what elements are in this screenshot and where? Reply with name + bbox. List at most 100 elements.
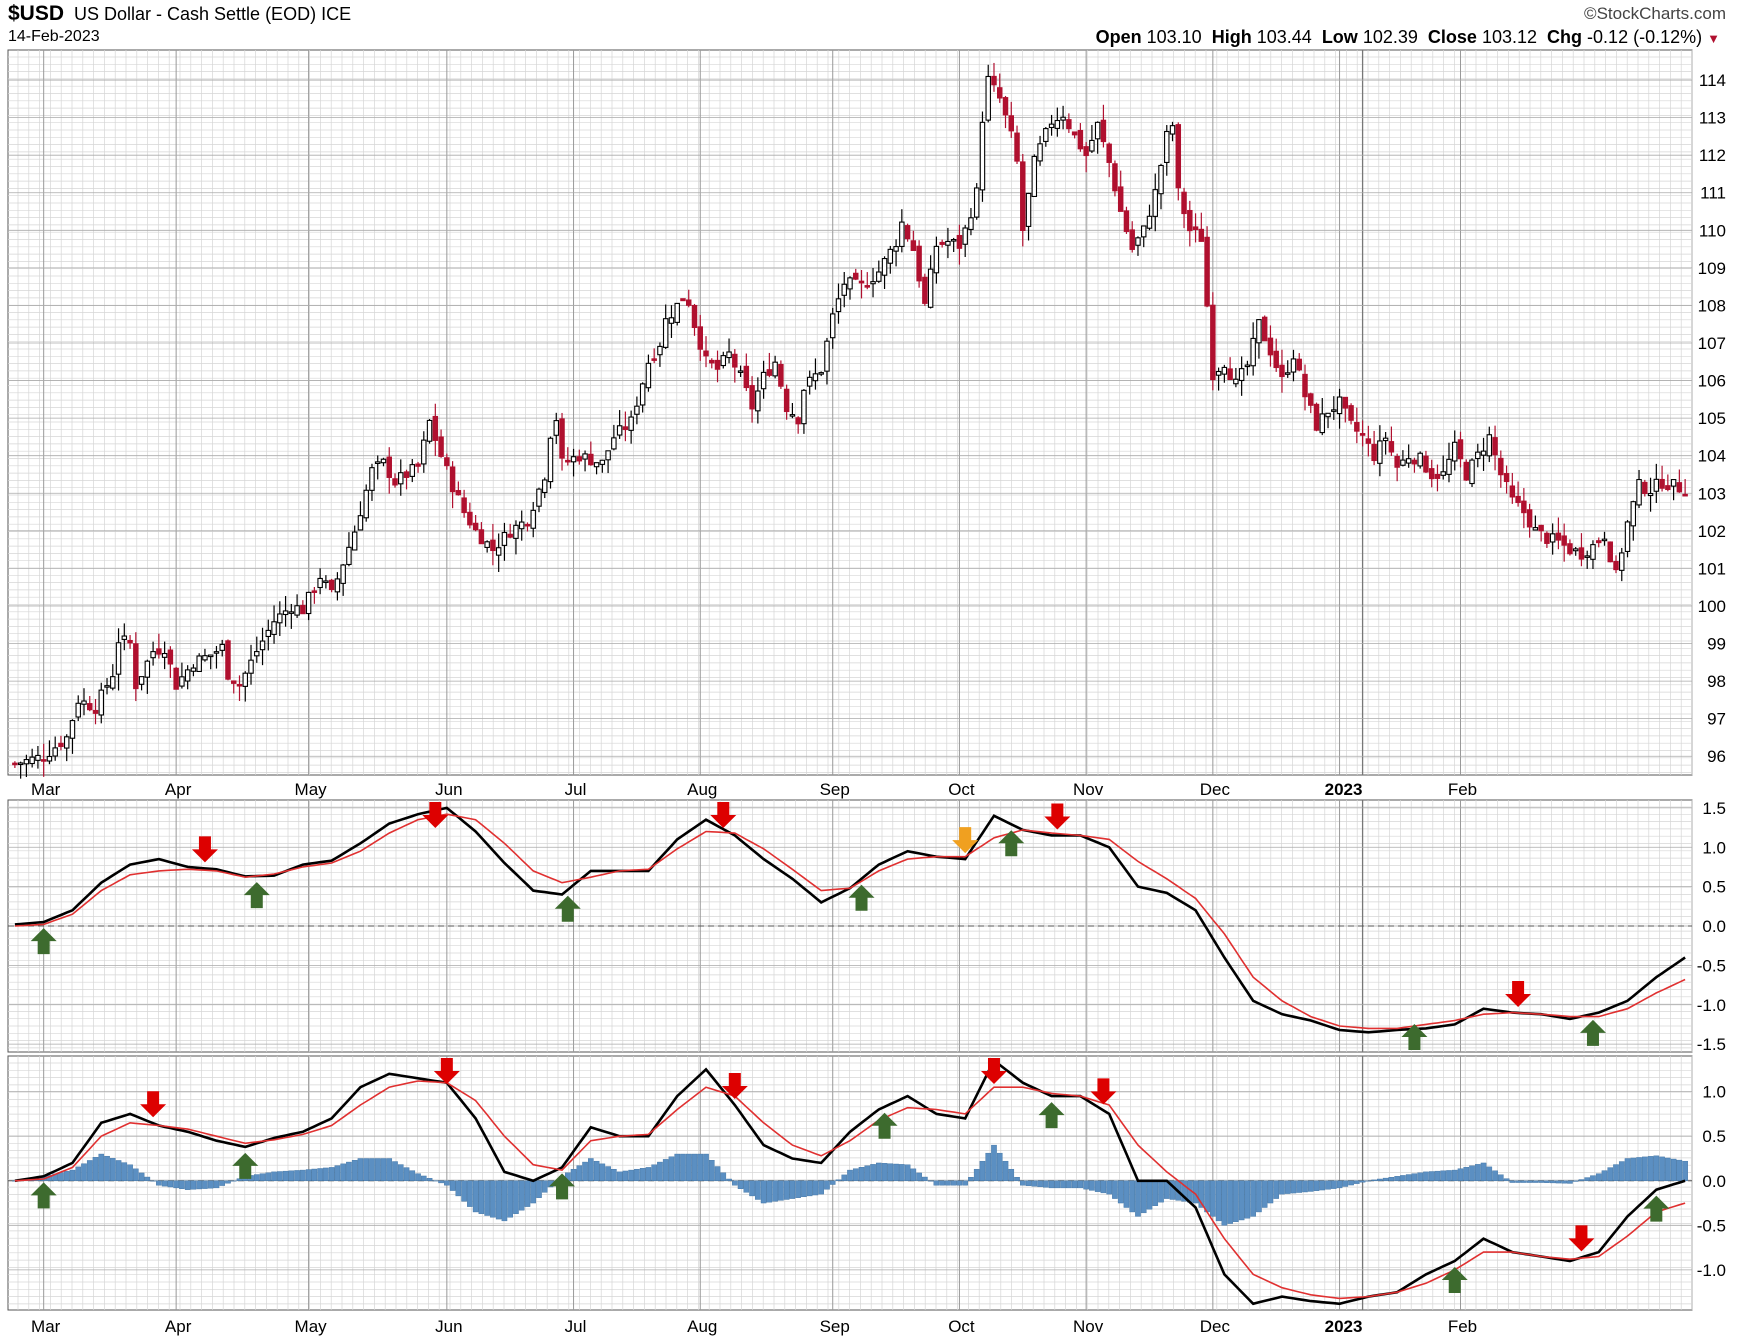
candle-body — [63, 736, 70, 749]
open-label: Open — [1095, 27, 1142, 47]
indicator-line — [14, 1058, 1686, 1306]
sell-arrow-icon — [721, 1073, 748, 1100]
histogram-bar — [1146, 1180, 1153, 1210]
histogram-bar — [121, 1162, 128, 1181]
indicator-2-grid — [7, 1055, 1693, 1311]
indicator-tick-label: -0.5 — [1697, 956, 1726, 975]
histogram-bar — [277, 1171, 283, 1181]
candle-body — [40, 759, 47, 762]
candle-body — [1423, 455, 1429, 473]
candle-body — [662, 318, 669, 348]
candle-body — [691, 304, 698, 329]
indicator-tick-label: 1.5 — [1702, 799, 1726, 818]
histogram-bar — [1532, 1180, 1539, 1183]
candle-body — [1181, 191, 1187, 215]
candle-body — [403, 471, 410, 478]
candle-body — [524, 523, 531, 527]
price-tick-label: 104 — [1698, 447, 1726, 466]
candle-body — [732, 353, 738, 368]
candle-body — [156, 648, 162, 655]
candle-body — [1498, 457, 1504, 476]
candle-body — [1354, 421, 1360, 432]
candle-body — [910, 240, 917, 251]
histogram-bar — [1618, 1161, 1625, 1181]
histogram-bar — [1423, 1171, 1429, 1181]
watermark: ©StockCharts.com — [1584, 4, 1726, 23]
histogram-bar — [1279, 1180, 1285, 1195]
candle-body — [668, 317, 675, 324]
x-tick-label: Mar — [31, 780, 61, 799]
histogram-bar — [1567, 1180, 1573, 1184]
histogram-bar — [622, 1170, 629, 1181]
histogram-bar — [392, 1161, 398, 1181]
histogram-bar — [708, 1160, 715, 1181]
histogram-bar — [1607, 1167, 1614, 1181]
histogram-bar — [340, 1163, 346, 1181]
symbol-title: $USD — [8, 2, 65, 25]
candle-body — [323, 580, 329, 584]
candle-body — [1077, 129, 1084, 150]
histogram-bar — [524, 1180, 531, 1207]
histogram-bar — [1434, 1170, 1441, 1181]
buy-arrow-icon — [1579, 1019, 1606, 1046]
histogram-bar — [1630, 1157, 1637, 1181]
candle-body — [1584, 555, 1590, 558]
open-value: 103.10 — [1146, 27, 1202, 47]
candle-body — [1169, 125, 1176, 135]
histogram-bar — [1405, 1174, 1412, 1181]
candle-body — [904, 225, 911, 240]
histogram-bar — [582, 1161, 588, 1181]
candle-body — [876, 271, 882, 282]
candle-body — [1302, 373, 1308, 398]
histogram-bar — [1469, 1165, 1475, 1181]
histogram-bar — [1002, 1160, 1009, 1181]
candle-body — [121, 635, 128, 640]
candle-body — [858, 280, 865, 284]
histogram-bar — [1561, 1180, 1567, 1184]
histogram-bar — [1624, 1158, 1631, 1181]
candle-body — [772, 361, 778, 377]
candle-body — [1100, 119, 1107, 143]
histogram-bar — [847, 1169, 853, 1181]
candle-body — [1238, 368, 1245, 382]
histogram-bar — [1221, 1180, 1228, 1226]
histogram-bar — [1480, 1162, 1487, 1181]
histogram-bar — [1014, 1177, 1020, 1181]
candle-body — [1094, 121, 1101, 140]
candle-body — [1607, 541, 1613, 563]
histogram-bar — [680, 1153, 686, 1181]
candle-body — [789, 414, 796, 417]
candle-body — [1031, 155, 1038, 198]
histogram-bar — [432, 1180, 439, 1182]
candle-body — [1377, 440, 1383, 464]
histogram-bar — [1100, 1180, 1107, 1194]
histogram-bar — [288, 1170, 295, 1181]
candle-body — [340, 564, 346, 584]
histogram-bar — [202, 1180, 208, 1189]
candle-body — [1296, 358, 1302, 371]
candle-body — [806, 376, 813, 387]
candle-body — [1261, 316, 1268, 342]
candle-body — [1146, 215, 1153, 229]
candle-body — [922, 276, 928, 304]
candle-body — [167, 649, 174, 665]
sell-arrow-icon — [191, 836, 218, 863]
candle-body — [1434, 473, 1441, 479]
histogram-bar — [870, 1164, 876, 1181]
x-tick-label: Sep — [820, 780, 850, 799]
candle-body — [184, 669, 191, 682]
histogram-bar — [991, 1144, 997, 1181]
histogram-bar — [167, 1180, 174, 1188]
histogram-bar — [438, 1180, 444, 1184]
histogram-bar — [576, 1165, 583, 1181]
histogram-bar — [950, 1180, 957, 1186]
candle-body — [1411, 459, 1418, 465]
histogram-bar — [755, 1180, 761, 1200]
histogram-bar — [1077, 1180, 1084, 1189]
candle-body — [697, 326, 703, 350]
histogram-bar — [1417, 1172, 1423, 1181]
candle-body — [1619, 552, 1625, 571]
x-tick-label: Feb — [1448, 1317, 1477, 1336]
price-tick-label: 110 — [1699, 221, 1726, 240]
x-tick-label: May — [295, 780, 328, 799]
